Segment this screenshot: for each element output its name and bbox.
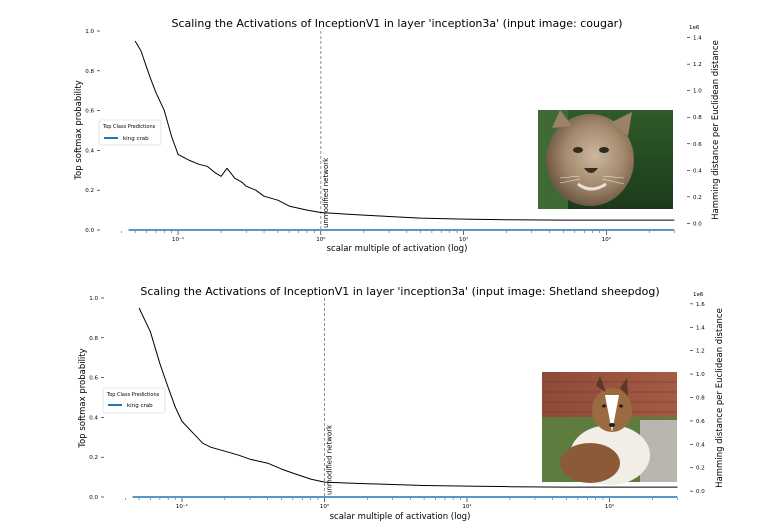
y-tick-label: 0.4 — [85, 148, 94, 154]
y2-tick-label: 0.8 — [693, 115, 702, 121]
legend: Top Class Predictions king crab — [98, 119, 162, 146]
x-tick-label: 10² — [605, 503, 614, 510]
series-line-softmax — [138, 307, 678, 488]
sheepdog-photo — [542, 372, 677, 485]
y2-tick-label: 0.4 — [696, 442, 705, 448]
chart-panel-sheepdog: Scaling the Activations of InceptionV1 i… — [78, 285, 725, 522]
y-tick-label: 0.2 — [89, 455, 98, 461]
y2-tick-label: 1.4 — [696, 325, 705, 331]
y-tick-label: 1.0 — [85, 29, 94, 35]
y2-tick-label: 1.0 — [696, 372, 705, 378]
y2-tick-label: 1.2 — [696, 349, 705, 355]
x-axis-label: scalar multiple of activation (log) — [327, 244, 468, 254]
y-axis-multiplier-right: 1e6 — [693, 292, 704, 298]
x-tick-label: 10² — [602, 236, 611, 243]
x-tick-label: 10⁻¹ — [176, 503, 188, 510]
x-tick-label: 10⁰ — [320, 503, 330, 510]
y2-tick-label: 1.0 — [693, 89, 702, 95]
x-tick-label: 10¹ — [459, 236, 468, 243]
y2-tick-label: 0.6 — [696, 419, 705, 425]
unmodified-network-label: unmodified network — [325, 424, 333, 495]
legend-title: Top Class Predictions — [106, 392, 160, 398]
y2-tick-label: 0.2 — [693, 195, 702, 201]
legend-entry-king-crab: king crab — [123, 136, 149, 142]
cougar-photo — [538, 110, 673, 209]
chart-title: Scaling the Activations of InceptionV1 i… — [140, 285, 659, 298]
legend-entry-king-crab: king crab — [127, 403, 153, 409]
y-tick-label: 0.4 — [89, 415, 98, 421]
chart-panel-cougar: Scaling the Activations of InceptionV1 i… — [74, 17, 721, 254]
x-tick-label: 10¹ — [462, 503, 471, 510]
y2-tick-label: 0.2 — [696, 466, 705, 472]
axes-group: 0.0 0.2 0.4 0.6 0.8 1.0 0.0 0.2 0.4 0.6 0.8 1.0 1.2 1… — [85, 29, 702, 243]
x-axis-label: scalar multiple of activation (log) — [330, 512, 471, 522]
y-tick-label: 0.6 — [85, 109, 94, 115]
unmodified-network-label: unmodified network — [322, 157, 330, 228]
y-tick-label: 0.2 — [85, 188, 94, 194]
legend-title: Top Class Predictions — [102, 124, 156, 130]
y-axis-label-right: Hamming distance per Euclidean distance — [711, 40, 721, 220]
axes-group: 0.0 0.2 0.4 0.6 0.8 1.0 0.0 0.2 0.4 0.6 0.8 1.0 1.2 1… — [89, 296, 705, 510]
y-axis-label-right: Hamming distance per Euclidean distance — [715, 308, 725, 488]
series-line-softmax — [134, 40, 675, 221]
y2-tick-label: 0.0 — [693, 221, 702, 227]
x-tick-label: 10⁰ — [316, 236, 326, 243]
y-tick-label: 1.0 — [89, 296, 98, 302]
y-tick-label: 0.6 — [89, 376, 98, 382]
y-axis-label-left: Top softmax probability — [74, 80, 84, 180]
y2-tick-label: 0.6 — [693, 142, 702, 148]
y2-tick-label: 1.4 — [693, 36, 702, 42]
legend: Top Class Predictions king crab — [102, 387, 166, 414]
y-tick-label: 0.0 — [85, 228, 94, 234]
x-tick-label: 10⁻¹ — [172, 236, 184, 243]
y-axis-multiplier-right: 1e6 — [689, 25, 700, 31]
y-axis-label-left: Top softmax probability — [78, 348, 88, 448]
y2-tick-label: 0.4 — [693, 168, 702, 174]
y-tick-label: 0.0 — [89, 495, 98, 501]
y2-tick-label: 0.8 — [696, 396, 705, 402]
y2-tick-label: 0.0 — [696, 489, 705, 495]
y2-tick-label: 1.6 — [696, 302, 705, 308]
y2-tick-label: 1.2 — [693, 62, 702, 68]
y-tick-label: 0.8 — [85, 69, 94, 75]
y-tick-label: 0.8 — [89, 336, 98, 342]
chart-title: Scaling the Activations of InceptionV1 i… — [171, 17, 622, 30]
